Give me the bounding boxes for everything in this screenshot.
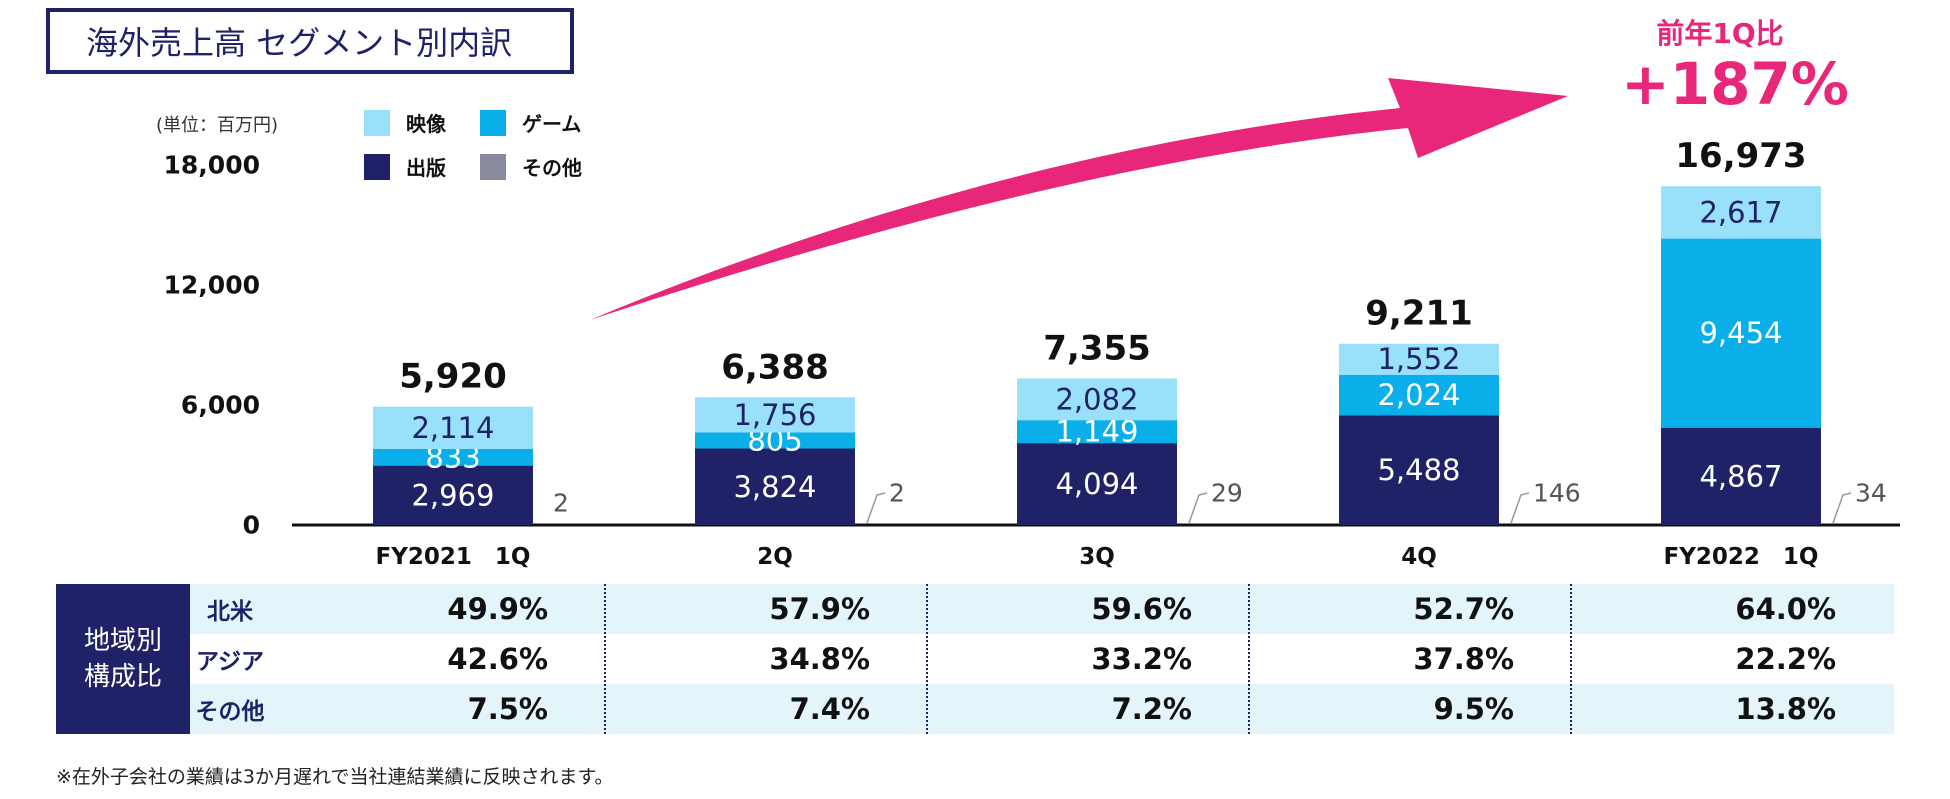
- bar-value-label-video: 1,552: [1377, 342, 1460, 376]
- bar-value-label-game: 1,149: [1055, 415, 1138, 449]
- y-tick-label: 6,000: [180, 390, 260, 420]
- region-percent: 52.7%: [1413, 592, 1514, 626]
- region-percent: 42.6%: [447, 642, 548, 676]
- legend-label-publishing: 出版: [406, 156, 446, 180]
- x-tick-label: 2Q: [757, 544, 793, 570]
- growth-arrow: [590, 78, 1568, 320]
- column-divider: [1248, 584, 1250, 734]
- bar-segment-game: [695, 432, 855, 449]
- bar-segment-publishing: [373, 465, 533, 525]
- region-table-header: 地域別 構成比: [56, 584, 190, 734]
- legend-item-publishing: 出版: [364, 152, 446, 181]
- other-leader-line: [1188, 492, 1208, 524]
- other-leader-line: [1832, 492, 1852, 524]
- bar-value-label-publishing: 3,824: [733, 470, 816, 504]
- y-tick-label: 18,000: [163, 150, 260, 180]
- x-tick-label: 3Q: [1079, 544, 1115, 570]
- other-leader-line: [866, 492, 886, 524]
- region-percent: 7.4%: [789, 692, 870, 726]
- legend-swatch-video: [364, 109, 390, 136]
- bar-segment-game: [1661, 238, 1821, 428]
- region-composition-table: 地域別 構成比 北米 49.9% 57.9% 59.6% 52.7% 64.0%…: [56, 584, 1894, 734]
- bar-segment-video: [1661, 186, 1821, 239]
- legend-item-video: 映像: [364, 108, 446, 137]
- region-percent: 64.0%: [1735, 592, 1836, 626]
- legend-label-other: その他: [522, 156, 582, 180]
- bar-segment-publishing: [1017, 443, 1177, 525]
- legend-label-game: ゲーム: [522, 112, 582, 136]
- bar-segment-game: [1339, 374, 1499, 416]
- region-percent: 13.8%: [1735, 692, 1836, 726]
- region-percent: 9.5%: [1433, 692, 1514, 726]
- bar-segment-game: [1017, 420, 1177, 444]
- bar-segment-publishing: [695, 448, 855, 525]
- unit-label: (単位：百万円): [156, 115, 279, 136]
- other-value-label: 2: [889, 479, 905, 508]
- x-tick-label: 4Q: [1401, 544, 1437, 570]
- legend-item-other: その他: [480, 152, 582, 181]
- bar-value-label-video: 2,114: [411, 411, 494, 445]
- bar-value-label-video: 2,082: [1055, 382, 1138, 416]
- footnote: ※在外子会社の業績は3か月遅れで当社連結業績に反映されます。: [56, 766, 614, 788]
- other-value-label: 2: [553, 489, 569, 518]
- column-divider: [926, 584, 928, 734]
- legend-swatch-other: [480, 153, 506, 180]
- region-name: その他: [195, 699, 265, 725]
- bar-segment-video: [373, 406, 533, 449]
- region-percent: 7.2%: [1111, 692, 1192, 726]
- region-row-north-america: 北米 49.9% 57.9% 59.6% 52.7% 64.0%: [190, 584, 1894, 634]
- other-leader-line: [1510, 492, 1530, 524]
- bar-total-label: 9,211: [1365, 294, 1473, 334]
- y-tick-label: 12,000: [163, 270, 260, 300]
- other-value-label: 29: [1211, 479, 1243, 508]
- region-percent: 57.9%: [769, 592, 870, 626]
- legend-swatch-game: [480, 109, 506, 136]
- other-value-label: 146: [1533, 479, 1581, 508]
- legend-label-video: 映像: [406, 112, 446, 136]
- bar-value-label-publishing: 4,867: [1699, 459, 1782, 493]
- column-divider: [604, 584, 606, 734]
- bar-segment-video: [695, 397, 855, 433]
- bar-value-label-publishing: 4,094: [1055, 467, 1138, 501]
- legend-swatch-publishing: [364, 153, 390, 180]
- bar-segment-publishing: [1339, 415, 1499, 525]
- region-percent: 59.6%: [1091, 592, 1192, 626]
- bar-segment-video: [1339, 343, 1499, 375]
- region-header-line1: 地域別: [83, 626, 162, 656]
- bar-value-label-publishing: 5,488: [1377, 453, 1460, 487]
- yoy-label: 前年1Q比: [1656, 17, 1784, 50]
- bar-value-label-publishing: 2,969: [411, 478, 494, 512]
- region-percent: 37.8%: [1413, 642, 1514, 676]
- x-tick-label: FY2022 1Q: [1664, 544, 1819, 570]
- legend-item-game: ゲーム: [480, 108, 581, 137]
- page-title: 海外売上高 セグメント別内訳: [46, 8, 574, 74]
- region-row-asia: アジア 42.6% 34.8% 33.2% 37.8% 22.2%: [190, 634, 1894, 684]
- bar-total-label: 16,973: [1675, 136, 1806, 176]
- y-tick-label: 0: [242, 510, 260, 540]
- region-name: アジア: [195, 649, 265, 675]
- bar-segment-video: [1017, 378, 1177, 421]
- yoy-value: +187%: [1621, 50, 1849, 118]
- bar-value-label-game: 2,024: [1377, 378, 1460, 412]
- region-percent: 7.5%: [467, 692, 548, 726]
- bar-total-label: 6,388: [721, 347, 829, 387]
- bar-total-label: 7,355: [1043, 329, 1151, 369]
- region-header-line2: 構成比: [83, 662, 162, 692]
- region-percent: 49.9%: [447, 592, 548, 626]
- region-percent: 33.2%: [1091, 642, 1192, 676]
- bar-total-label: 5,920: [399, 357, 507, 397]
- bar-value-label-video: 2,617: [1699, 195, 1782, 229]
- region-name: 北米: [207, 599, 253, 625]
- x-tick-label: FY2021 1Q: [376, 544, 531, 570]
- bar-value-label-video: 1,756: [733, 398, 816, 432]
- bar-segment-publishing: [1661, 427, 1821, 525]
- column-divider: [1570, 584, 1572, 734]
- other-value-label: 34: [1855, 479, 1887, 508]
- region-percent: 22.2%: [1735, 642, 1836, 676]
- region-row-other: その他 7.5% 7.4% 7.2% 9.5% 13.8%: [190, 684, 1894, 734]
- bar-value-label-game: 9,454: [1699, 316, 1782, 350]
- region-percent: 34.8%: [769, 642, 870, 676]
- bar-segment-game: [373, 448, 533, 466]
